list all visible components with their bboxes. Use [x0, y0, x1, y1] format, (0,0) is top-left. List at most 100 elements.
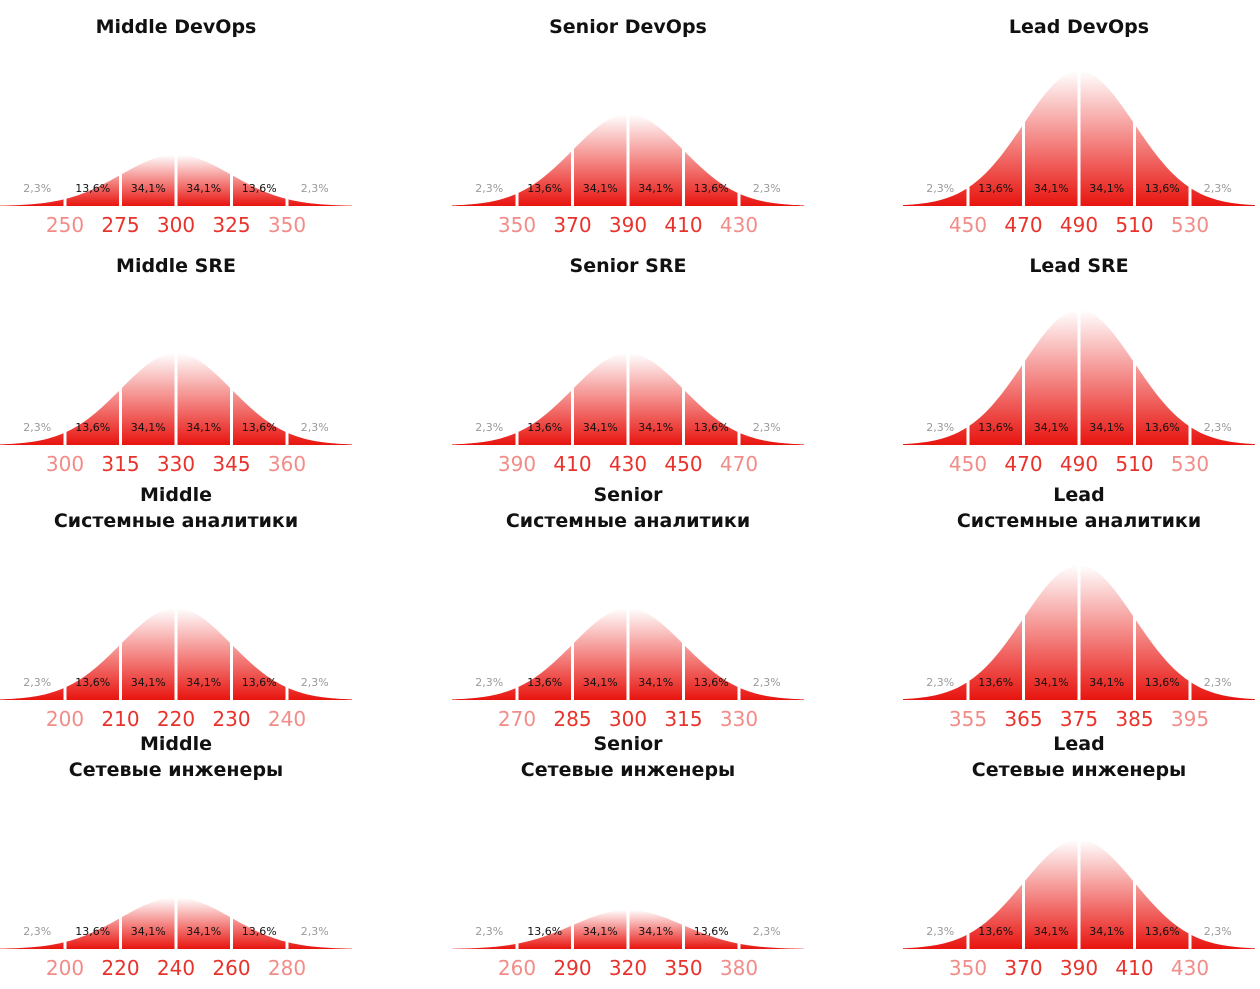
tail-percent-label: 2,3%: [301, 925, 329, 938]
segment-percent-label: 13,6%: [75, 925, 110, 938]
tail-percent-label: 2,3%: [753, 421, 781, 434]
x-tick-label: 510: [1115, 452, 1153, 476]
x-tick-label: 450: [949, 452, 987, 476]
x-tick-label: 530: [1171, 213, 1209, 237]
x-tick-label: 220: [101, 956, 139, 980]
x-tick-label: 315: [101, 452, 139, 476]
tail-percent-label: 2,3%: [753, 676, 781, 689]
x-tick-label: 490: [1060, 452, 1098, 476]
segment-percent-label: 13,6%: [242, 182, 277, 195]
segment-percent-label: 13,6%: [694, 925, 729, 938]
x-tick-label: 230: [212, 707, 250, 731]
chart-panel: Senior Сетевые инженеры 2,3% 13,6% 34,1% 34,1…: [452, 731, 804, 980]
tail-percent-label: 2,3%: [475, 676, 503, 689]
chart-panel: Middle Сетевые инженеры 2,3% 13,6% 34,1% 34,1…: [0, 731, 352, 980]
x-tick-label: 330: [157, 452, 195, 476]
x-tick-label: 370: [553, 213, 591, 237]
chart-title: Senior DevOps: [452, 14, 804, 40]
segment-percent-label: 34,1%: [131, 182, 166, 195]
chart-panel: Middle Системные аналитики 2,3% 13,6% 34,1% 3…: [0, 482, 352, 731]
tail-percent-label: 2,3%: [926, 182, 954, 195]
tail-percent-label: 2,3%: [926, 421, 954, 434]
segment-percent-label: 34,1%: [583, 676, 618, 689]
segment-percent-label: 34,1%: [186, 925, 221, 938]
bell-curve-chart: 2,3% 13,6% 34,1% 34,1% 13,6% 2,3% 300 315 330 345…: [0, 351, 352, 476]
chart-panel: Senior SRE 2,3% 13,6% 34,1% 34,1% 13,6% 2,3% 39…: [452, 253, 804, 483]
x-tick-label: 240: [268, 707, 306, 731]
tail-percent-label: 2,3%: [475, 925, 503, 938]
chart-title: Senior Сетевые инженеры: [452, 731, 804, 783]
segment-percent-label: 34,1%: [1034, 182, 1069, 195]
chart-title-line: Сетевые инженеры: [520, 759, 736, 781]
chart-title: Lead Сетевые инженеры: [903, 731, 1255, 783]
x-tick-label: 430: [609, 452, 647, 476]
segment-percent-label: 34,1%: [638, 421, 673, 434]
chart-title-line: Системные аналитики: [53, 510, 299, 532]
chart-title-line: Middle: [139, 484, 213, 506]
tail-percent-label: 2,3%: [23, 925, 51, 938]
x-tick-label: 210: [101, 707, 139, 731]
x-tick-label: 385: [1115, 707, 1153, 731]
bell-curve-chart: 2,3% 13,6% 34,1% 34,1% 13,6% 2,3% 355 365 375 385…: [903, 563, 1255, 731]
x-tick-label: 240: [157, 956, 195, 980]
x-tick-label: 370: [1004, 956, 1042, 980]
chart-title: Lead DevOps: [903, 14, 1255, 40]
tail-percent-label: 2,3%: [301, 676, 329, 689]
bell-curve-chart: 2,3% 13,6% 34,1% 34,1% 13,6% 2,3% 450 470 490 510…: [903, 69, 1255, 237]
chart-title: Lead Системные аналитики: [903, 482, 1255, 534]
x-tick-label: 360: [268, 452, 306, 476]
segment-percent-label: 34,1%: [131, 421, 166, 434]
x-tick-label: 280: [268, 956, 306, 980]
chart-title-line: Сетевые инженеры: [68, 759, 284, 781]
x-tick-label: 320: [609, 956, 647, 980]
x-tick-label: 450: [664, 452, 702, 476]
x-tick-label: 270: [498, 707, 536, 731]
segment-percent-label: 13,6%: [978, 925, 1013, 938]
segment-percent-label: 13,6%: [1145, 676, 1180, 689]
tail-percent-label: 2,3%: [753, 182, 781, 195]
chart-panel: Middle SRE 2,3% 13,6% 34,1% 34,1% 13,6% 2,3% 30…: [0, 253, 352, 483]
segment-percent-label: 34,1%: [583, 182, 618, 195]
x-tick-label: 300: [609, 707, 647, 731]
x-tick-label: 220: [157, 707, 195, 731]
x-tick-label: 350: [664, 956, 702, 980]
x-tick-label: 290: [553, 956, 591, 980]
x-tick-label: 410: [664, 213, 702, 237]
x-tick-label: 410: [1115, 956, 1153, 980]
chart-title-line: Middle DevOps: [95, 16, 257, 38]
tail-percent-label: 2,3%: [301, 182, 329, 195]
segment-percent-label: 13,6%: [242, 925, 277, 938]
chart-title-line: Senior SRE: [569, 255, 687, 277]
x-tick-label: 260: [498, 956, 536, 980]
segment-percent-label: 13,6%: [242, 421, 277, 434]
chart-panel: Middle DevOps 2,3% 13,6% 34,1% 34,1% 13,6% 2,3…: [0, 14, 352, 244]
chart-title: Senior SRE: [452, 253, 804, 279]
tail-percent-label: 2,3%: [1204, 925, 1232, 938]
x-tick-label: 350: [498, 213, 536, 237]
x-tick-label: 530: [1171, 452, 1209, 476]
x-tick-label: 365: [1004, 707, 1042, 731]
segment-percent-label: 13,6%: [527, 182, 562, 195]
segment-percent-label: 34,1%: [186, 421, 221, 434]
chart-title: Middle SRE: [0, 253, 352, 279]
segment-percent-label: 13,6%: [978, 182, 1013, 195]
segment-percent-label: 13,6%: [694, 676, 729, 689]
bell-curve-chart: 2,3% 13,6% 34,1% 34,1% 13,6% 2,3% 200 220 240 260…: [0, 895, 352, 980]
segment-percent-label: 13,6%: [527, 925, 562, 938]
x-tick-label: 450: [949, 213, 987, 237]
x-tick-label: 300: [46, 452, 84, 476]
segment-percent-label: 13,6%: [978, 421, 1013, 434]
segment-percent-label: 13,6%: [527, 676, 562, 689]
x-tick-label: 390: [1060, 956, 1098, 980]
x-tick-label: 200: [46, 956, 84, 980]
chart-panel: Senior Системные аналитики 2,3% 13,6% 34,1% 3…: [452, 482, 804, 731]
chart-title-line: Middle SRE: [116, 255, 236, 277]
chart-title-line: Lead SRE: [1029, 255, 1129, 277]
tail-percent-label: 2,3%: [1204, 421, 1232, 434]
x-tick-label: 300: [157, 213, 195, 237]
chart-panel: Lead Системные аналитики 2,3% 13,6% 34,1% 34,…: [903, 482, 1255, 731]
segment-percent-label: 13,6%: [1145, 182, 1180, 195]
segment-percent-label: 13,6%: [527, 421, 562, 434]
x-tick-label: 490: [1060, 213, 1098, 237]
